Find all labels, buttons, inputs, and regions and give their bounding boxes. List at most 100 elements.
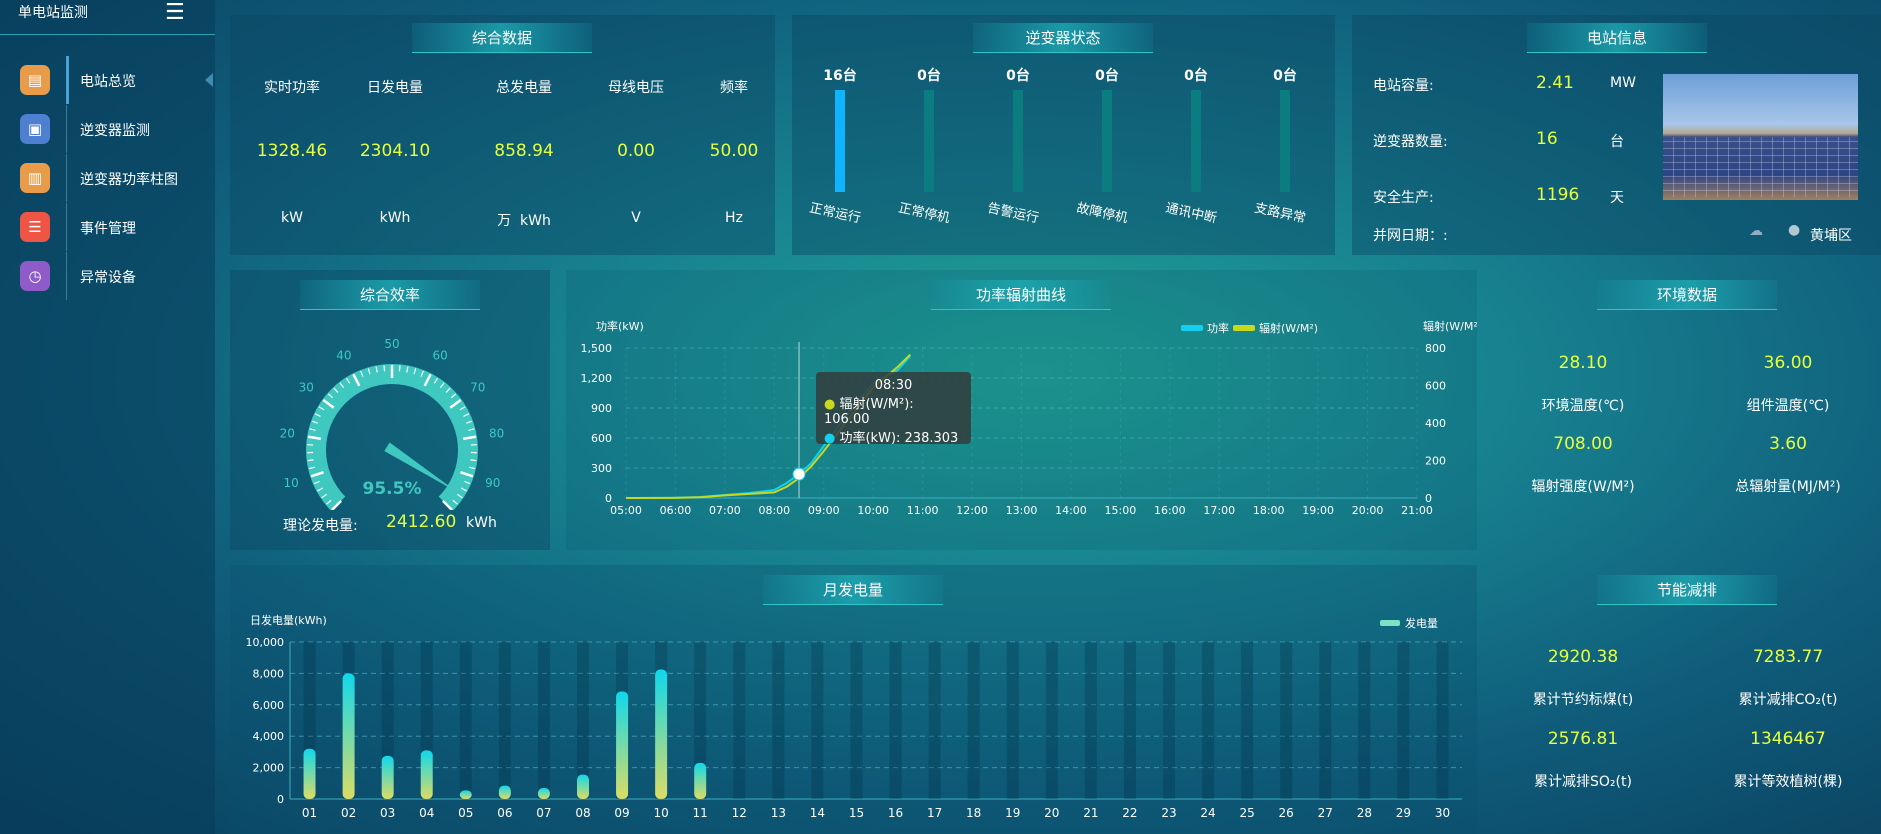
efficiency-gauge: 010203040506070809010095.5%: [280, 337, 504, 510]
bar: [537, 788, 550, 799]
bar-background: [967, 642, 980, 799]
gauge-tick: [460, 471, 474, 478]
metric-label: 环境温度(℃): [1541, 398, 1625, 414]
metric-label: 辐射强度(W/M²): [1531, 479, 1635, 495]
clock-icon: ◷: [20, 261, 50, 291]
inverter-count: 0台: [1273, 68, 1297, 84]
sidebar-item[interactable]: ◷ 异常设备: [0, 252, 215, 300]
gauge-tick: [439, 382, 445, 388]
cloud-question-icon[interactable]: ☁: [1749, 223, 1763, 239]
hover-point: [792, 467, 806, 481]
summary-value: 0.00: [617, 141, 655, 161]
inverter-status-label: 通讯中断: [1164, 200, 1219, 227]
bar: [655, 669, 668, 799]
summary-unit: kWh: [379, 210, 411, 226]
legend-swatch: [1181, 325, 1203, 331]
station-unit: 台: [1610, 134, 1624, 150]
legend-label: 发电量: [1405, 616, 1438, 630]
hamburger-icon[interactable]: ☰: [165, 0, 185, 25]
bar: [616, 691, 629, 799]
x-tick: 15:00: [1105, 504, 1137, 517]
bar: [342, 673, 355, 799]
gauge-tick: [375, 366, 378, 373]
station-value: 16: [1536, 129, 1558, 149]
bar-background: [694, 642, 707, 799]
summary-label: 日发电量: [367, 80, 423, 96]
gauge-tick: [423, 373, 432, 387]
summary-value: 50.00: [709, 141, 759, 161]
monthly-bar-chart: 0 2,000 4,000 6,000 8,000 10,000 01 02 03 04 05 06 0…: [246, 613, 1462, 820]
bar: [577, 774, 589, 799]
x-tick: 22: [1122, 806, 1137, 820]
inverter-status-bar: [835, 90, 845, 192]
document-icon: ▤: [20, 65, 50, 95]
x-tick: 05:00: [610, 504, 642, 517]
divider: [66, 203, 67, 251]
y-tick-right: 200: [1425, 455, 1446, 468]
sidebar: 单电站监测 ☰ ▤ 电站总览 ▣ 逆变器监测 ▥ 逆变器功率柱图 ☰ 事件管理 …: [0, 0, 215, 834]
bar-background: [889, 642, 902, 799]
sidebar-item[interactable]: ▣ 逆变器监测: [0, 105, 215, 153]
gauge-tick: [466, 420, 473, 424]
station-value: 2.41: [1536, 73, 1574, 93]
gauge-tick: [433, 377, 439, 384]
gauge-tick: [383, 365, 386, 372]
divider: [66, 252, 67, 300]
metric-label: 累计节约标煤(t): [1532, 692, 1634, 708]
gauge-tick: [321, 493, 327, 499]
tooltip-radiation: 辐射(W/M²): 106.00: [824, 397, 914, 427]
y-axis-title-right: 辐射(W/M²): [1423, 319, 1477, 333]
gauge-tick-label: 60: [432, 349, 447, 363]
gauge-tick: [339, 382, 345, 388]
summary-value: 1328.46: [256, 141, 328, 161]
bar-background: [1123, 642, 1136, 799]
panel-title: 节能减排: [1597, 575, 1777, 605]
x-tick: 12: [732, 806, 747, 820]
tooltip-time: 08:30: [874, 378, 913, 393]
sidebar-item[interactable]: ▥ 逆变器功率柱图: [0, 154, 215, 202]
sidebar-item-label: 异常设备: [80, 270, 136, 286]
bar-background: [733, 642, 746, 799]
gauge-tick: [367, 368, 371, 375]
metric-label: 组件温度(℃): [1746, 398, 1830, 414]
gauge-tick-label: 80: [489, 426, 504, 440]
theory-unit: kWh: [466, 515, 497, 531]
gauge-tick: [464, 480, 471, 485]
bar: [498, 785, 511, 799]
y-tick-left: 0: [605, 492, 612, 505]
bar-background: [1397, 642, 1410, 799]
x-tick: 21:00: [1401, 504, 1433, 517]
divider: [0, 34, 215, 35]
solar-farm-image: [1663, 74, 1858, 200]
power-radiation-chart: 0 300 600 900 1,200 1,500 0 200 400 600 800 05:00 06…: [581, 319, 1478, 517]
summary-label: 总发电量: [496, 80, 552, 96]
x-tick: 16: [888, 806, 903, 820]
inverter-status-label: 正常运行: [808, 200, 863, 227]
bar: [459, 790, 472, 799]
gauge-tick: [449, 399, 462, 409]
panel-title: 综合效率: [300, 280, 480, 310]
sidebar-item-label: 电站总览: [80, 74, 136, 90]
gauge-value: 95.5%: [363, 479, 422, 499]
x-tick: 19: [1005, 806, 1020, 820]
x-tick: 09: [614, 806, 629, 820]
x-tick: 27: [1318, 806, 1333, 820]
metric-label: 总辐射量(MJ/M²): [1735, 479, 1841, 495]
x-tick: 05: [458, 806, 473, 820]
metric-label: 累计等效植树(棵): [1733, 774, 1843, 790]
inverter-status-bar: [1102, 90, 1112, 192]
sidebar-item[interactable]: ☰ 事件管理: [0, 203, 215, 251]
gauge-tick: [360, 370, 364, 377]
monthly-panel: 月发电量 0 2,000 4,000 6,000 8,000 10,000 01 02 03 04…: [230, 565, 1477, 834]
y-tick: 10,000: [246, 636, 285, 649]
theory-value: 2412.60: [386, 512, 457, 532]
divider: [66, 105, 67, 153]
station-info-panel: 电站信息 电站容量: 2.41 MW 逆变器数量: 16 台安全生产: 1196 …: [1352, 15, 1881, 255]
divider: [66, 56, 69, 104]
y-tick-right: 0: [1425, 492, 1432, 505]
gauge-tick: [309, 428, 316, 431]
env-panel: 环境数据 28.10 环境温度(℃) 36.00 组件温度(℃) 708.00 辐射…: [1490, 270, 1881, 560]
divider: [66, 154, 67, 202]
x-tick: 24: [1200, 806, 1215, 820]
sidebar-item[interactable]: ▤ 电站总览: [0, 56, 215, 104]
